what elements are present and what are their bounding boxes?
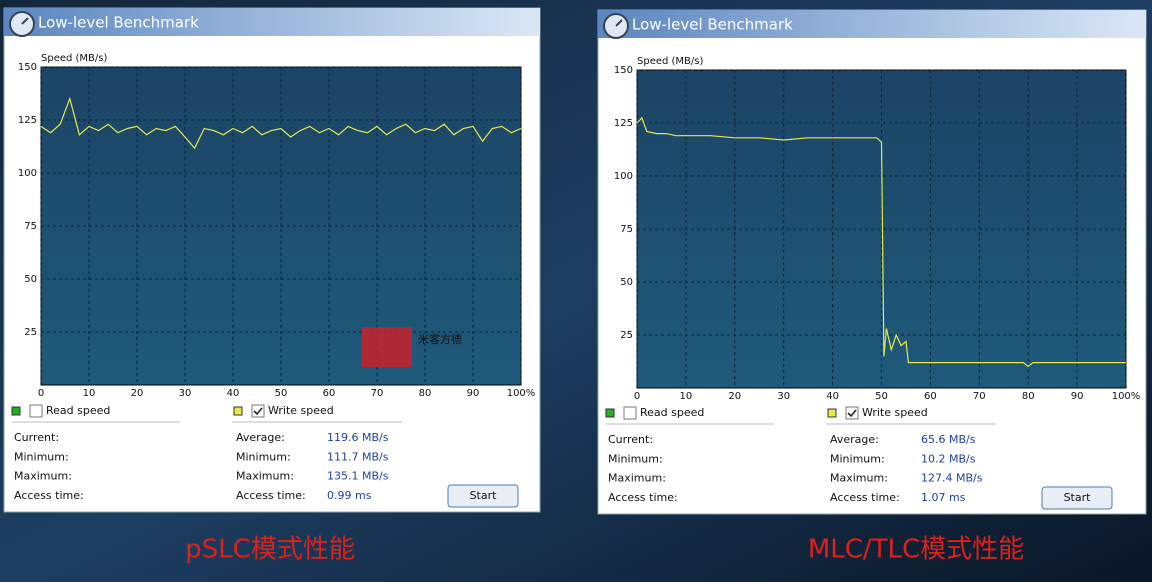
stat-label: Current: [608, 433, 653, 446]
caption: MLC/TLC模式性能 [808, 535, 1024, 565]
x-tick-label: 70 [371, 388, 384, 399]
y-axis-label: Speed (MB/s) [637, 56, 703, 67]
stat-label: Minimum: [236, 450, 291, 463]
x-tick-label: 90 [1071, 391, 1084, 402]
x-tick-label: 80 [1022, 391, 1035, 402]
x-tick-label: 30 [179, 388, 192, 399]
x-tick-label: 40 [227, 388, 240, 399]
stat-label: Maximum: [608, 472, 666, 485]
stat-value: 111.7 MB/s [327, 450, 389, 463]
stat-value: 135.1 MB/s [327, 470, 389, 483]
stat-label: Maximum: [14, 470, 72, 483]
y-tick-label: 75 [24, 221, 37, 232]
legend-label: Read speed [640, 406, 704, 419]
legend-swatch [605, 408, 615, 418]
x-tick-label: 10 [680, 391, 693, 402]
y-tick-label: 50 [24, 274, 37, 285]
legend-label: Write speed [862, 406, 928, 419]
checkmark [253, 407, 263, 416]
y-tick-label: 75 [620, 224, 633, 235]
stat-value: 0.99 ms [327, 489, 372, 502]
y-axis-label: Speed (MB/s) [41, 53, 107, 64]
stat-label: Access time: [236, 489, 306, 502]
stat-value: 10.2 MB/s [921, 452, 976, 465]
stat-label: Access time: [830, 491, 900, 504]
x-tick-label: 0 [38, 388, 44, 399]
y-tick-label: 25 [620, 330, 633, 341]
x-tick-label: 0 [634, 391, 640, 402]
legend-swatch [233, 406, 243, 416]
x-tick-label: 80 [419, 388, 432, 399]
legend-swatch [11, 406, 21, 416]
x-tick-label: 90 [467, 388, 480, 399]
checkmark [847, 409, 857, 418]
x-tick-label: 40 [826, 391, 839, 402]
app-icon-hand [21, 17, 29, 25]
stat-label: Average: [830, 433, 879, 446]
x-tick-label: 60 [323, 388, 336, 399]
x-tick-label: 30 [777, 391, 790, 402]
checkbox [29, 404, 43, 418]
checkbox [845, 406, 859, 420]
x-tick-label: 70 [973, 391, 986, 402]
y-tick-label: 150 [18, 62, 37, 73]
stat-label: Current: [14, 431, 59, 444]
series-line [40, 96, 522, 150]
stat-value: 65.6 MB/s [921, 433, 976, 446]
caption: pSLC模式性能 [185, 535, 355, 565]
y-tick-label: 100 [18, 168, 37, 179]
x-tick-label: 50 [875, 391, 888, 402]
start-button[interactable] [447, 484, 519, 508]
checkbox [623, 406, 637, 420]
stat-value: 119.6 MB/s [327, 431, 389, 444]
title-bar [4, 8, 540, 36]
x-tick-label: 20 [131, 388, 144, 399]
y-tick-label: 150 [614, 65, 633, 76]
legend-label: Read speed [46, 404, 110, 417]
stat-label: Maximum: [830, 472, 888, 485]
stat-value: 1.07 ms [921, 491, 966, 504]
stat-label: Maximum: [236, 470, 294, 483]
y-tick-label: 125 [18, 115, 37, 126]
checkbox [251, 404, 265, 418]
x-tick-label: 10 [83, 388, 96, 399]
stat-label: Minimum: [830, 452, 885, 465]
watermark-logo [362, 327, 412, 367]
series-line [636, 116, 1126, 368]
x-tick-label: 60 [924, 391, 937, 402]
stat-label: Access time: [14, 489, 84, 502]
window-title: Low-level Benchmark [632, 16, 793, 34]
title-bar [598, 10, 1146, 38]
stat-label: Minimum: [608, 452, 663, 465]
x-tick-label: 100% [1112, 391, 1141, 402]
y-tick-label: 25 [24, 327, 37, 338]
x-tick-label: 20 [728, 391, 741, 402]
legend-label: Write speed [268, 404, 334, 417]
watermark: 米客方德 [418, 332, 462, 346]
start-button-label[interactable]: Start [470, 489, 498, 502]
stat-label: Average: [236, 431, 285, 444]
start-button[interactable] [1041, 486, 1113, 510]
window-title: Low-level Benchmark [38, 14, 199, 32]
stat-label: Access time: [608, 491, 678, 504]
x-tick-label: 100% [507, 388, 536, 399]
y-tick-label: 50 [620, 277, 633, 288]
y-tick-label: 125 [614, 118, 633, 129]
start-button-label[interactable]: Start [1064, 491, 1092, 504]
y-tick-label: 100 [614, 171, 633, 182]
legend-swatch [827, 408, 837, 418]
app-icon-hand [615, 19, 623, 27]
x-tick-label: 50 [275, 388, 288, 399]
stat-label: Minimum: [14, 450, 69, 463]
stat-value: 127.4 MB/s [921, 472, 983, 485]
